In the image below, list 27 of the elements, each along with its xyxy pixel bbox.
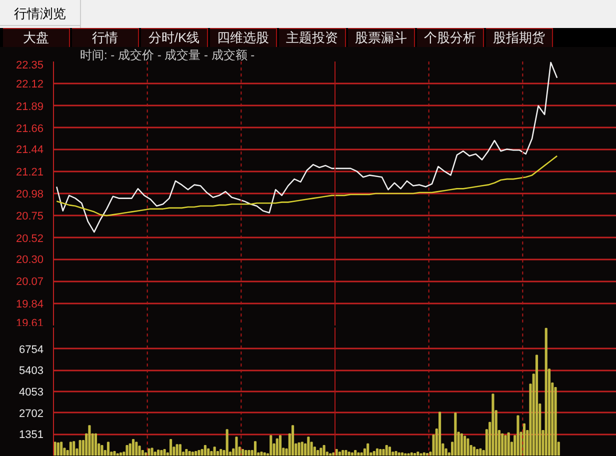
tab: 个股分析 (417, 28, 484, 47)
tab: 大盘 (3, 28, 70, 47)
tab: 分时/K线 (141, 28, 208, 47)
y-tick-label: 22.12 (16, 78, 44, 91)
y-tick-label: 4053 (19, 386, 44, 398)
y-tick-label: 21.44 (16, 144, 44, 156)
tab: 股指期货 (486, 28, 553, 47)
tab: 行情 (72, 28, 139, 47)
tab: 股票漏斗 (348, 28, 415, 47)
y-tick-label: 20.30 (16, 254, 44, 266)
y-tick-label: 19.84 (16, 298, 44, 310)
y-tick-label: 22.35 (16, 60, 44, 72)
tab: 主题投资 (279, 28, 346, 47)
y-tick-label: 20.07 (16, 276, 44, 288)
y-tick-label: 20.98 (16, 188, 44, 200)
y-tick-label: 21.21 (16, 166, 44, 178)
text: 行情浏览 (0, 0, 81, 28)
y-tick-label: 21.66 (16, 122, 44, 135)
y-tick-label: 20.52 (16, 232, 44, 245)
y-tick-label: 20.75 (16, 210, 44, 223)
y-tick-label: 2702 (19, 408, 44, 420)
y-tick-label: 5403 (19, 365, 44, 378)
tab: 四维选股 (210, 28, 277, 47)
annotation: 时间: - 成交价 - 成交量 - 成交额 - (80, 48, 255, 62)
y-tick-label: 21.89 (16, 100, 44, 113)
y-tick-label: 6754 (19, 344, 44, 356)
y-tick-label: 1351 (19, 429, 44, 442)
